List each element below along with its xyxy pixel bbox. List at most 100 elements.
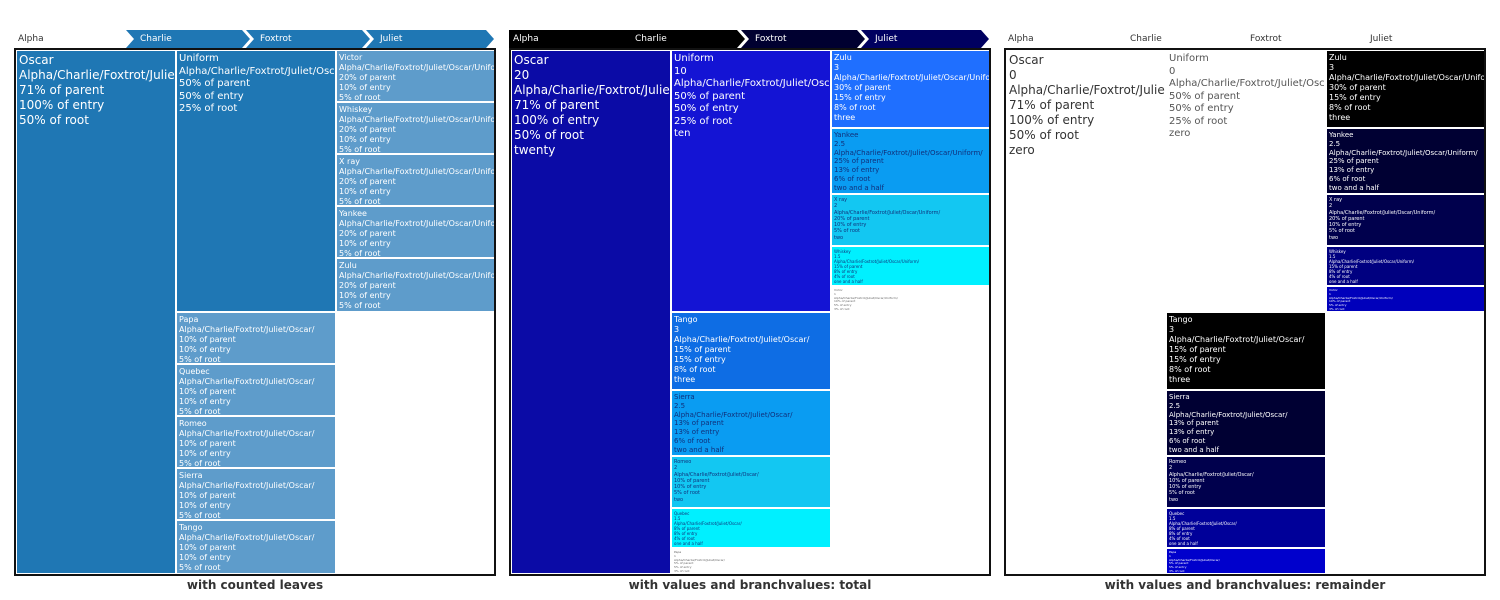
treemap-tile-papa[interactable]: Papa 1 Alpha/Charlie/Foxtrot/Juliet/Oscar/… [671, 548, 831, 574]
tile-label-path: Alpha/Charlie/Foxtrot/Juliet/Oscar/Unifo… [1329, 148, 1478, 157]
tile-label-pct-entry: 10% of entry [339, 135, 391, 144]
treemap-tile-x-ray[interactable]: X ray 2 Alpha/Charlie/Foxtrot/Juliet/Oscar… [1326, 194, 1484, 246]
breadcrumb[interactable]: Alpha Charlie Foxtrot Juliet [1004, 30, 1486, 48]
tile-label-text: two and a half [834, 183, 885, 192]
breadcrumb-item-juliet[interactable]: Juliet [1356, 30, 1484, 48]
tile-label-text: two [1329, 234, 1339, 241]
breadcrumb-item-foxtrot[interactable]: Foxtrot [246, 30, 370, 48]
tile-label-path: Alpha/Charlie/Foxtrot/Juliet/Oscar/ [674, 335, 810, 344]
treemap-tile-uniform[interactable]: Uniform 10 Alpha/Charlie/Foxtrot/Juliet/Os… [671, 50, 831, 312]
treemap-tile-zulu[interactable]: Zulu Alpha/Charlie/Foxtrot/Juliet/Oscar/U… [336, 258, 494, 312]
treemap-tile-papa[interactable]: Papa Alpha/Charlie/Foxtrot/Juliet/Oscar/1… [176, 312, 336, 364]
treemap-tile-tango[interactable]: Tango 3 Alpha/Charlie/Foxtrot/Juliet/Oscar… [1166, 312, 1326, 390]
tile-label-pct-parent: 20% of parent [1329, 215, 1365, 222]
tile-label-id: Romeo [1169, 459, 1187, 465]
tile-label-value: 1.5 [674, 516, 681, 521]
breadcrumb-item-alpha[interactable]: Alpha [14, 30, 140, 48]
breadcrumb-label: Juliet [875, 34, 898, 44]
treemap-tile-zulu[interactable]: Zulu 3 Alpha/Charlie/Foxtrot/Juliet/Oscar/… [831, 50, 989, 128]
breadcrumb[interactable]: Alpha Charlie Foxtrot Juliet [14, 30, 496, 48]
treemap-tile-whiskey[interactable]: Whiskey 1.5 Alpha/Charlie/Foxtrot/Juliet/O… [1326, 246, 1484, 286]
tile-label-value: 2 [1169, 465, 1173, 472]
tile-label-path: Alpha/Charlie/Foxtrot/Juliet/Oscar/ [674, 521, 742, 526]
tile-label-id: Quebec [179, 367, 210, 376]
treemap-tile-victor[interactable]: Victor 1 Alpha/Charlie/Foxtrot/Juliet/Osca… [831, 286, 989, 312]
treemap-tile-tango[interactable]: Tango Alpha/Charlie/Foxtrot/Juliet/Oscar/… [176, 520, 336, 574]
tile-label-pct-entry: 8% of entry [1329, 269, 1353, 274]
tile-label-pct-parent: 15% of parent [674, 345, 731, 354]
tile-label-path: Alpha/Charlie/Foxtrot/Juliet/Oscar/ [1169, 410, 1288, 419]
treemap-tile-quebec[interactable]: Quebec 1.5 Alpha/Charlie/Foxtrot/Juliet/Os… [1166, 508, 1326, 548]
tile-label-pct-parent: 20% of parent [339, 125, 396, 134]
tile-label-text: two [674, 496, 684, 503]
tile-label-pct-root: 8% of root [674, 365, 716, 374]
tile-label-pct-parent: 10% of parent [179, 387, 236, 396]
treemap-plot-area: Oscar 0 Alpha/Charlie/Foxtrot/Juliet/71% o… [1004, 48, 1486, 576]
treemap-tile-tango[interactable]: Tango 3 Alpha/Charlie/Foxtrot/Juliet/Oscar… [671, 312, 831, 390]
tile-label-value: 2 [1329, 203, 1333, 210]
breadcrumb-item-alpha[interactable]: Alpha [509, 30, 635, 48]
tile-label-id: Papa [674, 550, 682, 554]
tile-label-pct-parent: 5% of parent [674, 561, 694, 566]
tile-label-path: Alpha/Charlie/Foxtrot/Juliet/Oscar/ [179, 325, 315, 334]
tile-label-pct-entry: 13% of entry [1169, 428, 1215, 436]
breadcrumb-label: Alpha [1008, 34, 1034, 44]
treemap-tile-whiskey[interactable]: Whiskey Alpha/Charlie/Foxtrot/Juliet/Osca… [336, 102, 494, 154]
breadcrumb-label: Juliet [1370, 34, 1393, 44]
tile-label-text: two and a half [1329, 183, 1380, 192]
tile-label-pct-entry: 13% of entry [834, 166, 880, 174]
tile-label-pct-entry: 13% of entry [674, 428, 720, 436]
treemap-tile-sierra[interactable]: Sierra 2.5 Alpha/Charlie/Foxtrot/Juliet/Os… [671, 390, 831, 456]
treemap-tile-uniform[interactable]: Uniform 0 Alpha/Charlie/Foxtrot/Juliet/Osc… [1166, 50, 1326, 312]
treemap-tile-quebec[interactable]: Quebec Alpha/Charlie/Foxtrot/Juliet/Oscar… [176, 364, 336, 416]
tile-label-pct-root: 5% of root [834, 228, 860, 235]
treemap-tile-x-ray[interactable]: X ray 2 Alpha/Charlie/Foxtrot/Juliet/Oscar… [831, 194, 989, 246]
treemap-tile-romeo[interactable]: Romeo Alpha/Charlie/Foxtrot/Juliet/Oscar/… [176, 416, 336, 468]
tile-label-path: Alpha/Charlie/Foxtrot/Juliet/Oscar/Unifo… [1329, 295, 1393, 300]
treemap-tile-victor[interactable]: Victor Alpha/Charlie/Foxtrot/Juliet/Oscar… [336, 50, 494, 102]
breadcrumb[interactable]: Alpha Charlie Foxtrot Juliet [509, 30, 991, 48]
tile-label-value: 2.5 [1169, 401, 1181, 410]
chart-caption: with counted leaves [186, 578, 324, 592]
tile-label-id: Uniform [674, 53, 714, 64]
tile-label-path: Alpha/Charlie/Foxtrot/Juliet/Oscar/Unifo… [834, 259, 919, 264]
tile-label-id: Oscar [514, 53, 549, 67]
tile-label-path: Alpha/Charlie/Foxtrot/Juliet/Oscar/Unifo… [1329, 73, 1486, 82]
tile-label-text: two and a half [674, 445, 725, 454]
breadcrumb-item-charlie[interactable]: Charlie [126, 30, 250, 48]
tile-label-id: Whiskey [834, 249, 851, 254]
breadcrumb-item-juliet[interactable]: Juliet [366, 30, 494, 48]
treemap-tile-yankee[interactable]: Yankee 2.5 Alpha/Charlie/Foxtrot/Juliet/Os… [831, 128, 989, 194]
treemap-tile-x-ray[interactable]: X ray Alpha/Charlie/Foxtrot/Juliet/Oscar/… [336, 154, 494, 206]
treemap-tile-romeo[interactable]: Romeo 2 Alpha/Charlie/Foxtrot/Juliet/Oscar… [671, 456, 831, 508]
treemap-tile-quebec[interactable]: Quebec 1.5 Alpha/Charlie/Foxtrot/Juliet/Os… [671, 508, 831, 548]
tile-label-id: Victor [834, 288, 843, 292]
breadcrumb-item-alpha[interactable]: Alpha [1004, 30, 1130, 48]
tile-label-text: two [1169, 496, 1179, 503]
breadcrumb-item-juliet[interactable]: Juliet [861, 30, 989, 48]
tile-label-pct-entry: 50% of entry [1169, 103, 1234, 114]
breadcrumb-item-foxtrot[interactable]: Foxtrot [1236, 30, 1360, 48]
treemap-tile-yankee[interactable]: Yankee Alpha/Charlie/Foxtrot/Juliet/Oscar… [336, 206, 494, 258]
tile-label-pct-parent: 25% of parent [834, 157, 884, 166]
treemap-tile-uniform[interactable]: Uniform Alpha/Charlie/Foxtrot/Juliet/Osca… [176, 50, 336, 312]
treemap-tile-oscar[interactable]: Oscar 20 Alpha/Charlie/Foxtrot/Juliet/71% … [511, 50, 671, 574]
treemap-tile-papa[interactable]: Papa 1 Alpha/Charlie/Foxtrot/Juliet/Oscar/… [1166, 548, 1326, 574]
breadcrumb-item-charlie[interactable]: Charlie [621, 30, 745, 48]
treemap-tile-sierra[interactable]: Sierra Alpha/Charlie/Foxtrot/Juliet/Oscar… [176, 468, 336, 520]
treemap-tile-zulu[interactable]: Zulu 3 Alpha/Charlie/Foxtrot/Juliet/Oscar/… [1326, 50, 1486, 128]
treemap-tile-sierra[interactable]: Sierra 2.5 Alpha/Charlie/Foxtrot/Juliet/Os… [1166, 390, 1326, 456]
treemap-tile-romeo[interactable]: Romeo 2 Alpha/Charlie/Foxtrot/Juliet/Oscar… [1166, 456, 1326, 508]
tile-label-id: X ray [1329, 197, 1343, 203]
treemap-tile-yankee[interactable]: Yankee 2.5 Alpha/Charlie/Foxtrot/Juliet/Os… [1326, 128, 1484, 194]
treemap-tile-oscar[interactable]: Oscar 0 Alpha/Charlie/Foxtrot/Juliet/71% o… [1006, 50, 1166, 574]
treemap-tile-oscar[interactable]: Oscar Alpha/Charlie/Foxtrot/Juliet/71% of… [16, 50, 176, 574]
tile-label-value: 20 [514, 68, 530, 82]
tile-label-pct-entry: 10% of entry [339, 187, 391, 196]
breadcrumb-item-charlie[interactable]: Charlie [1116, 30, 1240, 48]
treemap-tile-whiskey[interactable]: Whiskey 1.5 Alpha/Charlie/Foxtrot/Juliet/O… [831, 246, 989, 286]
tile-label-id: Zulu [834, 53, 852, 62]
tile-label-pct-entry: 100% of entry [1009, 113, 1095, 127]
breadcrumb-item-foxtrot[interactable]: Foxtrot [741, 30, 865, 48]
treemap-tile-victor[interactable]: Victor 1 Alpha/Charlie/Foxtrot/Juliet/Osca… [1326, 286, 1484, 312]
